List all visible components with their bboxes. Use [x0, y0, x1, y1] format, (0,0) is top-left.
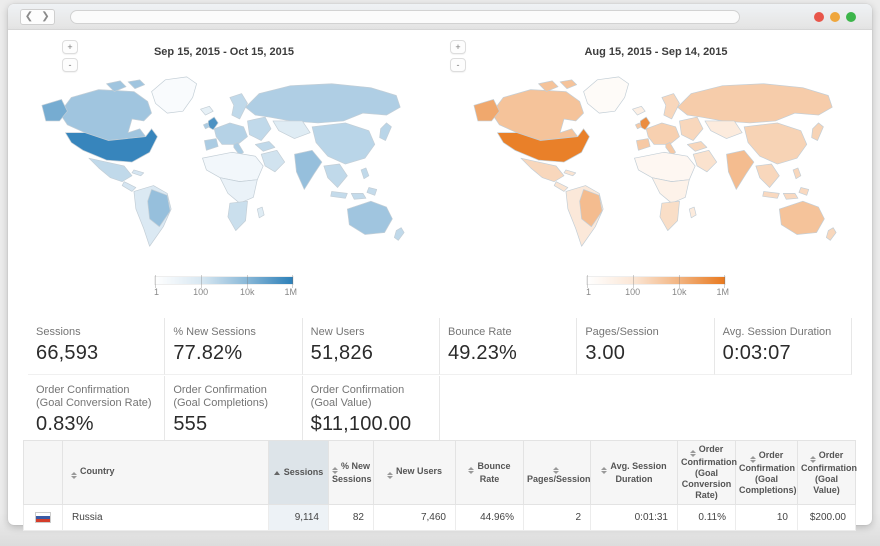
legend-tick-label: 1M: [716, 287, 729, 297]
metric-goal-conversion-rate: Order Confirmation (Goal Conversion Rate…: [28, 376, 166, 446]
zoom-out-button[interactable]: -: [450, 58, 466, 72]
zoom-out-button[interactable]: -: [62, 58, 78, 72]
sort-icon: [468, 466, 475, 474]
back-button[interactable]: ❮: [20, 9, 38, 25]
world-map[interactable]: [38, 70, 410, 260]
avg-session-duration-cell: 0:01:31: [590, 504, 678, 531]
legend-tick-label: 1: [586, 287, 592, 297]
column-header-country[interactable]: Country: [62, 440, 269, 505]
pages-per-session-cell: 2: [523, 504, 591, 531]
metric-sessions: Sessions 66,593: [28, 318, 166, 375]
table-header-row: Country Sessions % New Sessions New User…: [23, 440, 857, 505]
column-header-sessions[interactable]: Sessions: [268, 440, 329, 505]
metric-value: 3.00: [585, 342, 626, 364]
sort-icon: [386, 472, 393, 479]
metric-pages-per-session: Pages/Session 3.00: [577, 318, 715, 375]
forward-button[interactable]: ❯: [37, 9, 55, 25]
sort-icon: [552, 466, 559, 474]
flag-column-header: [23, 440, 63, 505]
metric-label: Bounce Rate: [447, 326, 512, 338]
goal-value-cell: $200.00: [797, 504, 856, 531]
metric-label: Avg. Session Duration: [722, 326, 832, 338]
new-sessions-pct-cell: 82: [328, 504, 374, 531]
zoom-in-button[interactable]: +: [62, 40, 78, 54]
close-window-icon[interactable]: [814, 12, 824, 22]
sort-icon: [809, 455, 816, 463]
metric-label: New Users: [310, 326, 365, 338]
metric-value: 0.83%: [36, 413, 94, 435]
metric-value: 49.23%: [447, 342, 518, 364]
column-header-goal-conversion-rate[interactable]: Order Confirmation (Goal Conversion Rate…: [677, 440, 737, 505]
metric-value: $11,100.00: [310, 413, 412, 435]
column-header-goal-completions[interactable]: Order Confirmation (Goal Completions): [735, 440, 798, 505]
sort-icon: [749, 455, 756, 463]
metric-label: Order Confirmation (Goal Value): [310, 384, 405, 409]
metric-avg-session-duration: Avg. Session Duration 0:03:07: [714, 318, 852, 375]
sessions-cell: 9,114: [268, 504, 329, 531]
window-controls: [814, 12, 856, 22]
maximize-window-icon[interactable]: [846, 12, 856, 22]
sort-icon: [332, 466, 338, 474]
russia-flag-icon: [35, 511, 51, 523]
metric-label: Order Confirmation (Goal Conversion Rate…: [36, 384, 152, 409]
legend-tick-label: 1: [154, 287, 160, 297]
geo-map-panel-current: + - Sep 15, 2015 - Oct 15, 2015: [8, 30, 440, 322]
metric-new-sessions-pct: % New Sessions 77.82%: [165, 318, 303, 375]
zoom-in-button[interactable]: +: [450, 40, 466, 54]
column-header-pages-per-session[interactable]: Pages/Session: [523, 440, 591, 505]
sort-icon: [71, 472, 77, 479]
goal-conversion-rate-cell: 0.11%: [677, 504, 736, 531]
kpi-metrics-row-2: Order Confirmation (Goal Conversion Rate…: [28, 376, 852, 446]
sort-ascending-icon: [273, 471, 280, 475]
metric-bounce-rate: Bounce Rate 49.23%: [439, 318, 578, 375]
legend-gradient-bar: [586, 275, 726, 288]
legend-gradient-bar: [154, 275, 294, 288]
geo-map-panel-comparison: + - Aug 15, 2015 - Sep 14, 2015: [440, 30, 872, 322]
sort-icon: [689, 450, 696, 457]
metric-value: 77.82%: [173, 342, 243, 364]
legend-tick-label: 100: [625, 287, 641, 297]
column-header-new-users[interactable]: New Users: [373, 440, 456, 505]
metric-value: 555: [173, 413, 208, 435]
column-header-bounce-rate[interactable]: Bounce Rate: [455, 440, 524, 505]
metric-new-users: New Users 51,826: [302, 318, 440, 375]
legend-tick-label: 10k: [671, 287, 687, 297]
table-row[interactable]: Russia 9,114 82 7,460 44.96% 2 0:01:31 0…: [23, 504, 856, 531]
column-header-goal-value[interactable]: Order Confirmation (Goal Value): [797, 440, 857, 505]
goal-completions-cell: 10: [735, 504, 798, 531]
map-zoom-controls: + -: [450, 40, 466, 72]
legend-tick-label: 10k: [239, 287, 255, 297]
browser-window: ❮ ❯ + - Sep 15, 2015 - Oct 15, 2015: [8, 4, 872, 531]
country-cell: Russia: [62, 504, 269, 531]
map-legend: 1 100 10k 1M: [154, 275, 297, 302]
legend-tick-label: 100: [193, 287, 209, 297]
metric-label: Order Confirmation (Goal Completions): [173, 384, 269, 409]
metric-label: Pages/Session: [585, 326, 659, 338]
legend-tick-label: 1M: [284, 287, 297, 297]
metric-value: 51,826: [310, 342, 374, 364]
kpi-metrics-row-1: Sessions 66,593 % New Sessions 77.82% Ne…: [28, 318, 852, 375]
date-range-title: Aug 15, 2015 - Sep 14, 2015: [584, 46, 728, 58]
metric-label: % New Sessions: [173, 326, 256, 338]
column-header-new-sessions-pct[interactable]: % New Sessions: [328, 440, 374, 505]
metric-value: 66,593: [36, 342, 99, 364]
metric-label: Sessions: [36, 326, 81, 338]
bounce-rate-cell: 44.96%: [455, 504, 524, 531]
new-users-cell: 7,460: [373, 504, 456, 531]
column-header-avg-session-duration[interactable]: Avg. Session Duration: [590, 440, 678, 505]
metric-goal-completions: Order Confirmation (Goal Completions) 55…: [165, 376, 303, 446]
map-legend: 1 100 10k 1M: [586, 275, 729, 302]
sort-icon: [601, 466, 608, 474]
metric-value: 0:03:07: [722, 342, 791, 364]
map-zoom-controls: + -: [62, 40, 78, 72]
metric-goal-value: Order Confirmation (Goal Value) $11,100.…: [302, 376, 440, 446]
country-data-table: Country Sessions % New Sessions New User…: [23, 440, 857, 531]
minimize-window-icon[interactable]: [830, 12, 840, 22]
date-range-title: Sep 15, 2015 - Oct 15, 2015: [153, 46, 295, 58]
url-input[interactable]: [70, 10, 740, 24]
browser-toolbar: ❮ ❯: [8, 4, 872, 30]
country-flag-cell: [23, 504, 63, 531]
world-map[interactable]: [470, 70, 842, 260]
